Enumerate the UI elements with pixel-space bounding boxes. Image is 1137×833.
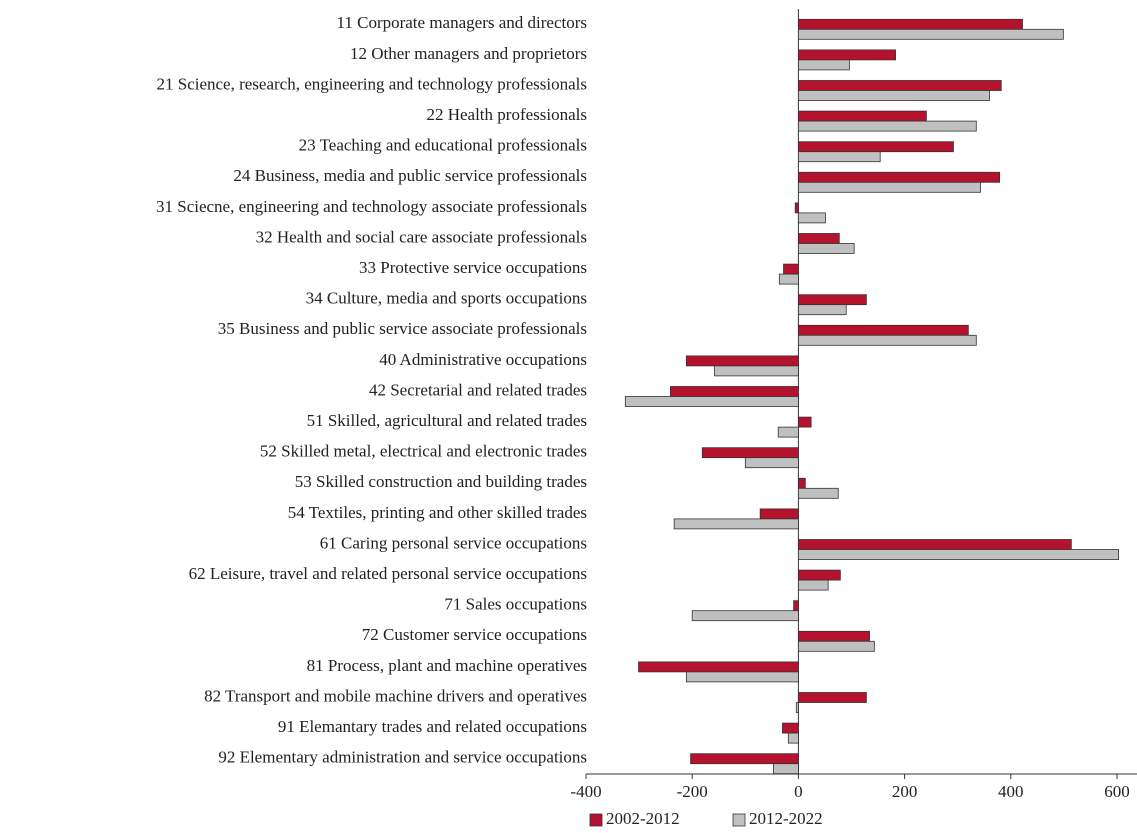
y-tick-label: 11 Corporate managers and directors <box>336 13 587 32</box>
bar <box>714 365 799 377</box>
x-tick-label: -200 <box>677 782 708 801</box>
bar <box>798 334 977 346</box>
bar <box>798 569 841 581</box>
bar <box>798 416 812 428</box>
y-tick-label: 52 Skilled metal, electrical and electro… <box>260 442 587 461</box>
y-tick-label: 71 Sales occupations <box>444 595 587 614</box>
bar <box>798 630 870 642</box>
bar <box>782 722 799 734</box>
bar <box>798 80 1002 91</box>
legend-label: 2012-2022 <box>749 809 823 828</box>
y-tick-label: 33 Protective service occupations <box>359 258 587 277</box>
legend-label: 2002-2012 <box>606 809 680 828</box>
bar <box>798 640 875 652</box>
bar <box>777 426 799 438</box>
x-tick-label: -400 <box>570 782 601 801</box>
bar <box>798 90 990 101</box>
y-tick-label: 23 Teaching and educational professional… <box>299 136 587 155</box>
y-tick-label: 61 Caring personal service occupations <box>320 533 587 552</box>
y-tick-label: 24 Business, media and public service pr… <box>233 166 587 185</box>
bar <box>798 59 850 71</box>
bar <box>787 732 799 744</box>
x-tick-label: 400 <box>998 782 1024 801</box>
bar <box>701 447 799 459</box>
bar <box>798 212 826 224</box>
bar <box>798 151 881 163</box>
bar <box>773 763 799 775</box>
y-tick-label: 12 Other managers and proprietors <box>350 44 587 63</box>
y-tick-label: 91 Elemantary trades and related occupat… <box>278 717 587 736</box>
bar <box>793 600 799 612</box>
bar <box>798 304 847 316</box>
bar <box>798 28 1064 40</box>
x-tick-label: 600 <box>1104 782 1130 801</box>
bar <box>624 396 799 407</box>
y-tick-label: 34 Culture, media and sports occupations <box>306 289 587 308</box>
y-tick-label: 51 Skilled, agricultural and related tra… <box>307 411 587 430</box>
y-tick-label: 42 Secretarial and related trades <box>369 380 587 399</box>
y-tick-label: 32 Health and social care associate prof… <box>256 227 587 246</box>
bar <box>783 263 799 275</box>
bar <box>798 549 1119 560</box>
bar <box>673 518 799 530</box>
y-tick-label: 82 Transport and mobile machine drivers … <box>204 686 587 705</box>
bar <box>798 692 867 703</box>
y-tick-label: 35 Business and public service associate… <box>218 319 587 338</box>
y-tick-label: 54 Textiles, printing and other skilled … <box>288 503 587 522</box>
bar <box>744 457 799 469</box>
bar <box>798 110 927 122</box>
bar <box>795 702 799 713</box>
y-tick-label: 72 Customer service occupations <box>362 625 587 644</box>
bar <box>794 202 799 214</box>
bar <box>691 610 799 622</box>
x-tick-label: 0 <box>794 782 803 801</box>
y-tick-label: 22 Health professionals <box>426 105 587 124</box>
bar <box>798 181 981 193</box>
y-tick-label: 92 Elementary administration and service… <box>218 748 587 767</box>
bar <box>798 243 855 254</box>
y-tick-label: 31 Sciecne, engineering and technology a… <box>156 197 587 216</box>
bar <box>670 386 799 397</box>
y-tick-label: 40 Administrative occupations <box>379 350 587 369</box>
bar <box>798 294 867 306</box>
bar <box>759 508 799 520</box>
y-tick-label: 21 Science, research, engineering and te… <box>156 74 587 93</box>
bar <box>798 579 829 591</box>
bar <box>798 477 806 489</box>
bar <box>798 18 1023 30</box>
bar <box>798 120 977 132</box>
bar <box>798 49 896 61</box>
legend-swatch <box>732 813 746 827</box>
y-tick-label: 81 Process, plant and machine operatives <box>307 656 587 675</box>
legend-swatch <box>589 813 603 827</box>
bar <box>798 141 954 153</box>
bar <box>685 355 799 367</box>
bar <box>798 233 840 244</box>
bar <box>798 539 1072 550</box>
bar <box>798 171 1001 183</box>
bar <box>778 273 799 285</box>
bar <box>798 487 839 499</box>
bar <box>685 671 799 683</box>
bar <box>638 661 799 673</box>
y-tick-label: 53 Skilled construction and building tra… <box>295 472 587 491</box>
bar <box>798 324 969 336</box>
y-tick-label: 62 Leisure, travel and related personal … <box>189 564 587 583</box>
bar <box>690 753 799 765</box>
x-tick-label: 200 <box>892 782 918 801</box>
